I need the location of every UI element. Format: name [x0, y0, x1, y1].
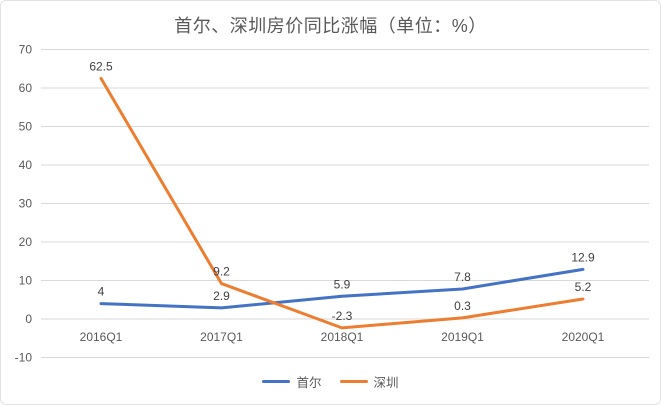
y-axis-tick-label: 20: [19, 235, 33, 249]
data-label-seoul: 5.9: [334, 277, 351, 291]
data-label-seoul: 2.9: [213, 289, 230, 303]
shenzhen-series-line-swatch: [339, 380, 368, 383]
chart-title: 首尔、深圳房价同比涨幅（单位：%）: [174, 16, 487, 36]
y-axis-tick-label: 70: [19, 43, 33, 57]
x-axis-tick-label: 2019Q1: [441, 330, 484, 344]
y-axis-tick-label: -10: [15, 351, 33, 365]
series-line-seoul: [99, 267, 585, 310]
data-label-seoul: 7.8: [454, 270, 471, 284]
y-axis-tick-label: 60: [19, 81, 33, 95]
data-label-shenzhen: 5.2: [575, 280, 592, 294]
legend-item-shenzhen: 深圳: [339, 372, 399, 391]
y-axis-tick-label: 0: [25, 312, 32, 326]
data-label-seoul: 4: [98, 285, 105, 299]
data-label-shenzhen: 0.3: [454, 299, 471, 313]
data-label-seoul: 12.9: [571, 250, 595, 264]
shenzhen-series-label: 深圳: [373, 376, 399, 390]
legend-item-seoul: 首尔: [262, 372, 322, 391]
data-label-shenzhen: -2.3: [332, 309, 353, 323]
data-label-shenzhen: 9.2: [213, 265, 230, 279]
x-axis-tick-label: 2018Q1: [321, 330, 364, 344]
series-line-shenzhen: [99, 76, 585, 330]
y-axis-tick-label: 50: [19, 120, 33, 134]
x-axis-tick-label: 2020Q1: [562, 330, 605, 344]
x-axis-tick-label: 2017Q1: [200, 330, 243, 344]
seoul-series-label: 首尔: [296, 376, 322, 390]
y-axis-tick-label: 30: [19, 197, 33, 211]
y-axis-tick-label: 10: [19, 274, 33, 288]
data-label-shenzhen: 62.5: [89, 59, 113, 73]
y-axis-tick-label: 40: [19, 158, 33, 172]
x-axis-tick-label: 2016Q1: [80, 330, 123, 344]
chart-legend: 首尔 深圳: [1, 372, 660, 391]
seoul-series-line-swatch: [262, 380, 291, 383]
